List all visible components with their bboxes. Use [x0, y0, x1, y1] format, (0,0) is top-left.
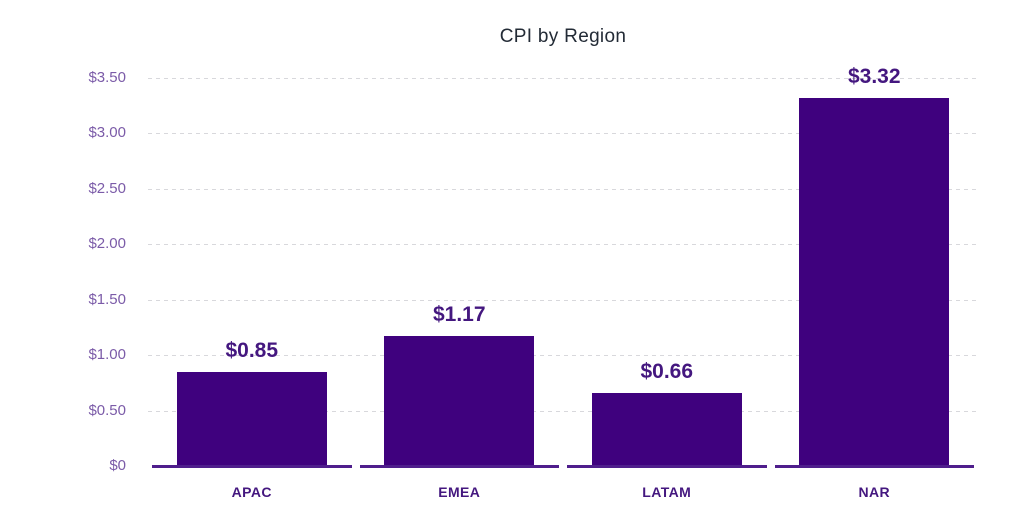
gridline	[148, 133, 978, 135]
y-axis-tick-label: $0	[109, 457, 126, 474]
x-axis-line-latam	[567, 465, 767, 468]
gridline	[148, 299, 978, 301]
gridline	[148, 244, 978, 246]
x-axis-line-apac	[152, 465, 352, 468]
bar-group-nar: $3.32 NAR	[771, 65, 979, 500]
value-label-apac: $0.85	[225, 338, 279, 362]
bar-nar	[799, 97, 950, 466]
bar-emea	[384, 336, 535, 466]
gridline	[148, 410, 978, 412]
category-label-latam: LATAM	[642, 484, 692, 500]
bar-group-latam: $0.66 LATAM	[563, 78, 771, 500]
gridline	[148, 78, 978, 79]
y-axis-tick-label: $3.50	[88, 69, 126, 86]
category-label-nar: NAR	[858, 484, 891, 500]
gridline	[148, 355, 978, 357]
bar-apac	[176, 371, 327, 466]
value-label-latam: $0.66	[640, 359, 694, 383]
bar-group-apac: $0.85 APAC	[148, 78, 356, 500]
y-axis: $3.50 $3.00 $2.50 $2.00 $1.50 $1.00 $0.50 $0	[0, 69, 126, 474]
bar-columns: $0.85 APAC $1.17 EMEA $0.66 LATAM $3.32	[148, 65, 979, 500]
y-axis-tick-label: $1.50	[88, 290, 126, 308]
y-axis-tick-label: $2.00	[88, 235, 126, 253]
x-axis-line-nar	[774, 465, 974, 468]
category-label-apac: APAC	[231, 484, 272, 500]
value-label-emea: $1.17	[432, 303, 486, 327]
y-axis-tick-label: $0.50	[88, 401, 126, 419]
value-label-nar: $3.32	[847, 64, 901, 88]
chart-title: CPI by Region	[499, 26, 627, 47]
y-axis-tick-label: $3.00	[88, 124, 126, 142]
y-axis-tick-label: $1.00	[88, 346, 126, 364]
y-axis-tick-label: $2.50	[88, 179, 126, 197]
plot-area: $0.85 APAC $1.17 EMEA $0.66 LATAM $3.32	[148, 65, 979, 500]
bar-group-emea: $1.17 EMEA	[356, 78, 564, 500]
x-axis-line-emea	[359, 465, 559, 468]
gridline	[148, 188, 978, 190]
category-label-emea: EMEA	[438, 484, 481, 500]
bar-latam	[591, 392, 742, 466]
